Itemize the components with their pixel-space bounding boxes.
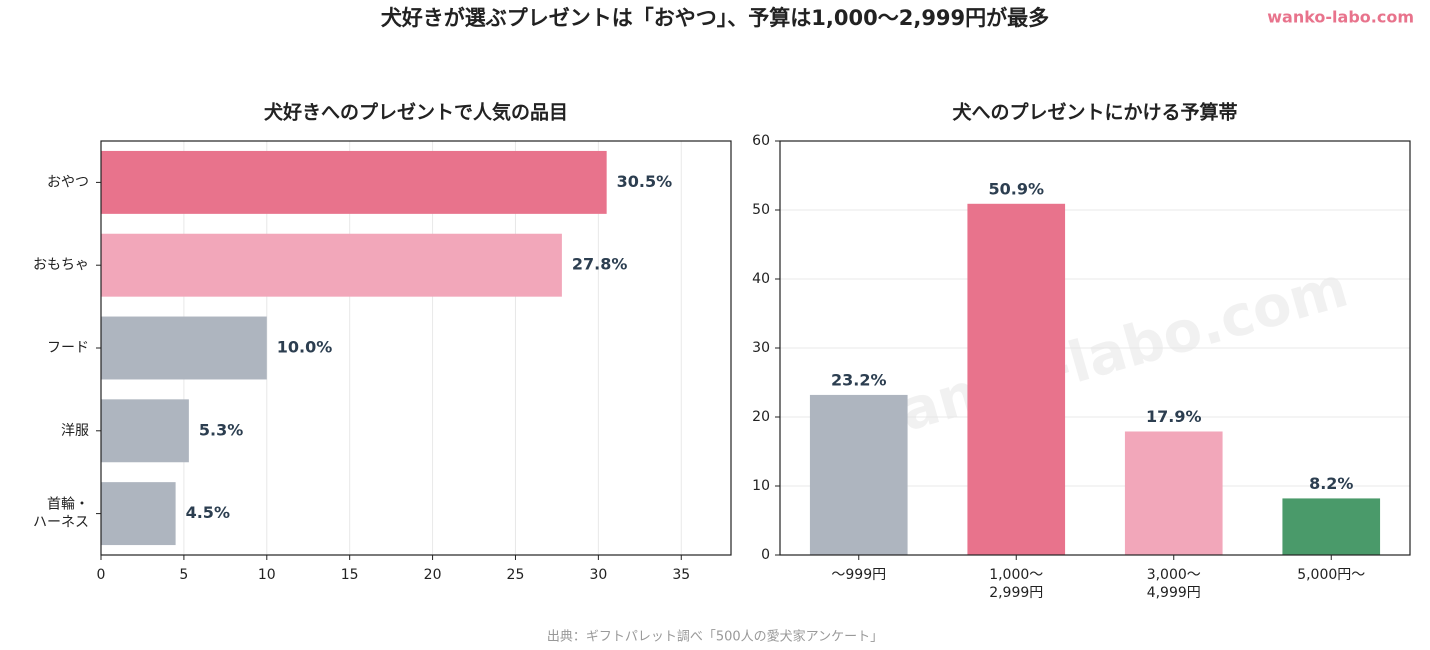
x-tick-label: 20 (424, 567, 442, 583)
chart-title: 犬好きへのプレゼントで人気の品目 (264, 101, 568, 124)
x-tick-label: 0 (97, 567, 106, 583)
y-tick-label: 50 (752, 202, 770, 218)
y-tick-label: 首輪・ハーネス (33, 496, 89, 531)
x-tick-label: 5 (179, 567, 188, 583)
brand: wanko-labo.com (1267, 8, 1414, 27)
value-label: 23.2% (831, 370, 887, 389)
bar (967, 203, 1066, 556)
bar (1282, 498, 1381, 555)
value-label: 50.9% (988, 179, 1044, 198)
x-tick-label: 1,000〜 2,999円 (989, 567, 1043, 601)
y-tick-label: 20 (752, 409, 770, 425)
chart-title: 犬へのプレゼントにかける予算帯 (952, 101, 1237, 124)
value-label: 8.2% (1309, 474, 1353, 493)
watermark: wanko-labo.com (843, 255, 1355, 459)
value-label: 10.0% (277, 338, 333, 357)
x-tick-label: 30 (589, 567, 607, 583)
bar (101, 316, 267, 380)
x-tick-label: 〜999円 (831, 567, 886, 583)
bar (101, 482, 176, 546)
x-tick-label: 35 (672, 567, 690, 583)
y-tick-label: 10 (752, 478, 770, 494)
y-tick-label: 0 (761, 547, 770, 563)
bar (1124, 431, 1223, 555)
y-tick-label: 40 (752, 271, 770, 287)
source: 出典：ギフトパレット調べ「500人の愛犬家アンケート」 (547, 629, 883, 645)
bar (101, 150, 607, 214)
value-label: 17.9% (1146, 407, 1202, 426)
value-label: 5.3% (199, 420, 243, 439)
y-tick-label: 60 (752, 133, 770, 149)
page-title: 犬好きが選ぶプレゼントは「おやつ」、予算は1,000〜2,999円が最多 (381, 6, 1049, 30)
x-tick-label: 15 (341, 567, 359, 583)
x-tick-label: 25 (507, 567, 525, 583)
x-tick-label: 3,000〜 4,999円 (1147, 567, 1201, 601)
value-label: 30.5% (617, 172, 673, 191)
plot-frame (779, 140, 1411, 556)
x-tick-label: 10 (258, 567, 276, 583)
value-label: 4.5% (186, 503, 230, 522)
bar (101, 399, 189, 463)
plot-frame (100, 140, 732, 556)
y-tick-label: おやつ (47, 174, 89, 190)
y-tick-label: フード (47, 340, 89, 356)
y-tick-label: 洋服 (61, 423, 89, 439)
x-tick-label: 5,000円〜 (1297, 567, 1365, 583)
value-label: 27.8% (572, 255, 628, 274)
y-tick-label: 30 (752, 340, 770, 356)
y-tick-label: おもちゃ (33, 257, 89, 273)
bar (101, 233, 562, 297)
bar (809, 394, 908, 555)
